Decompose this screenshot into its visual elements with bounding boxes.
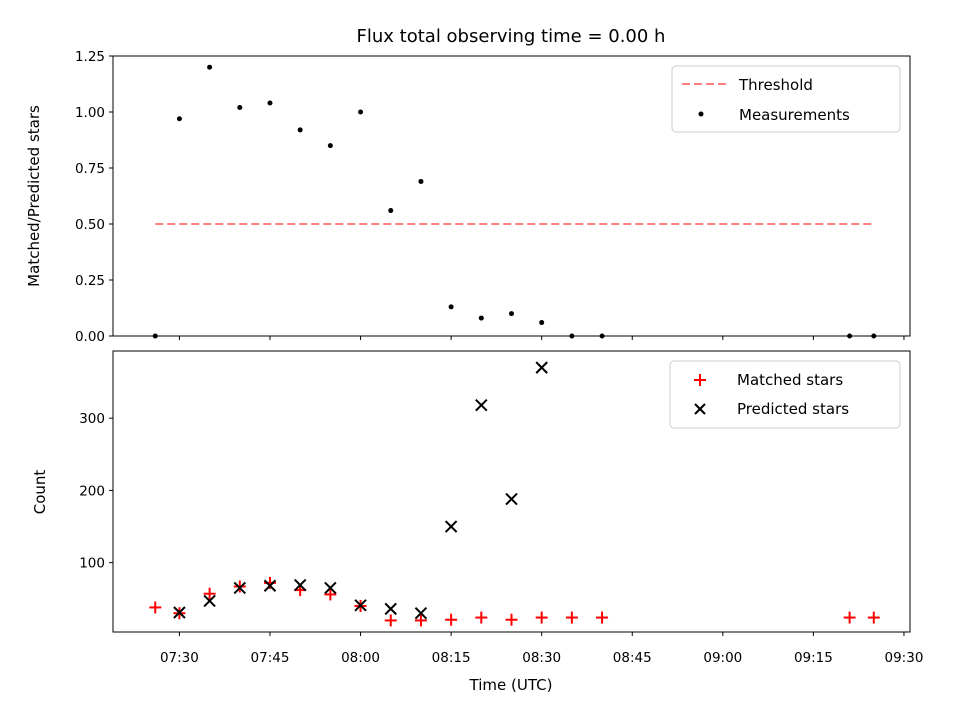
predicted-star-marker [414, 607, 428, 620]
ratio-axes-frame [112, 55, 911, 337]
count-x-tick-label: 08:30 [522, 650, 561, 666]
legend-matched-swatch [694, 374, 706, 386]
ratio-chart: Flux total observing time = 0.00 h 0.000… [25, 26, 911, 345]
count-chart: 100 200 300 07:30 07:45 08:00 08:15 08:30 08:45… [31, 350, 923, 694]
predicted-star-marker [293, 578, 307, 592]
matched-star-marker [203, 587, 216, 600]
predicted-star-marker [203, 594, 216, 608]
matched-star-marker [535, 611, 548, 624]
matched-star-marker [565, 611, 578, 624]
measurement-point [358, 109, 364, 115]
count-y-tick-label: 200 [79, 483, 105, 499]
matched-star-marker [149, 601, 162, 614]
x-axis-label: Time (UTC) [469, 676, 553, 694]
matched-star-marker [233, 580, 246, 593]
predicted-star-marker [384, 602, 397, 616]
matched-star-marker [596, 611, 609, 624]
ratio-y-axis: 0.00 0.25 0.50 0.75 1.00 1.25 [75, 49, 113, 345]
ratio-x-axis [178, 336, 905, 340]
predicted-star-marker [173, 606, 186, 619]
predicted-star-marker [505, 492, 518, 506]
count-x-tick-label: 09:15 [794, 650, 833, 666]
matched-star-marker [414, 614, 427, 627]
measurement-point [237, 105, 243, 111]
count-x-tick-label: 09:30 [885, 650, 924, 666]
predicted-star-marker [233, 581, 247, 595]
ratio-plot-area [152, 64, 877, 339]
count-x-axis: 07:30 07:45 08:00 08:15 08:30 08:45 09:00 09:15… [160, 632, 923, 666]
matched-star-marker [445, 613, 458, 626]
ratio-y-tick-label: 0.00 [75, 329, 105, 345]
matched-star-marker [505, 613, 518, 626]
predicted-star-marker [444, 520, 458, 533]
legend-matched-label: Matched stars [737, 371, 843, 389]
ratio-y-tick-label: 1.25 [75, 49, 105, 65]
matched-star-marker [324, 588, 337, 601]
predicted-star-marker [324, 581, 337, 595]
count-y-tick-label: 100 [79, 556, 105, 572]
count-y-tick-label: 300 [79, 411, 105, 427]
chart-title: Flux total observing time = 0.00 h [357, 26, 666, 47]
measurement-point [327, 143, 333, 149]
predicted-star-marker [263, 579, 277, 592]
ratio-legend: Threshold Measurements [671, 65, 901, 133]
measurement-point [478, 315, 484, 321]
count-x-tick-label: 08:45 [613, 650, 652, 666]
count-x-tick-label: 07:45 [251, 650, 290, 666]
ratio-y-tick-label: 0.25 [75, 273, 105, 289]
measurement-point [509, 311, 514, 317]
count-x-tick-label: 09:00 [703, 650, 742, 666]
measurement-point [267, 100, 273, 106]
measurement-point [388, 208, 394, 214]
count-x-tick-label: 08:15 [432, 650, 471, 666]
legend-measurements-label: Measurements [739, 106, 850, 124]
ratio-y-axis-label: Matched/Predicted stars [25, 105, 43, 287]
predicted-star-marker [475, 398, 488, 412]
count-y-axis-label: Count [31, 470, 49, 515]
count-x-tick-label: 08:00 [341, 650, 380, 666]
measurement-point [207, 64, 213, 70]
ratio-y-tick-label: 1.00 [75, 105, 105, 121]
legend-threshold-label: Threshold [738, 76, 813, 94]
matched-star-marker [384, 614, 397, 627]
legend-predicted-label: Predicted stars [737, 400, 849, 418]
matched-star-marker [475, 611, 488, 624]
legend-predicted-swatch [694, 403, 706, 415]
predicted-star-marker [535, 361, 548, 374]
measurement-point [297, 127, 303, 133]
ratio-y-tick-label: 0.75 [75, 161, 105, 177]
predicted-star-marker [354, 599, 367, 612]
measurement-point [448, 304, 454, 310]
matched-star-marker [843, 611, 856, 624]
legend-measurements-swatch [698, 111, 704, 117]
count-legend: Matched stars Predicted stars [669, 360, 901, 429]
count-y-axis: 100 200 300 [79, 411, 113, 572]
ratio-y-tick-label: 0.50 [75, 217, 105, 233]
count-x-tick-label: 07:30 [160, 650, 199, 666]
measurement-point [539, 320, 545, 326]
count-axes-frame [112, 350, 911, 633]
measurement-point [176, 116, 182, 122]
measurement-point [418, 178, 424, 184]
count-plot-area [149, 361, 880, 627]
matched-star-marker [867, 611, 880, 624]
